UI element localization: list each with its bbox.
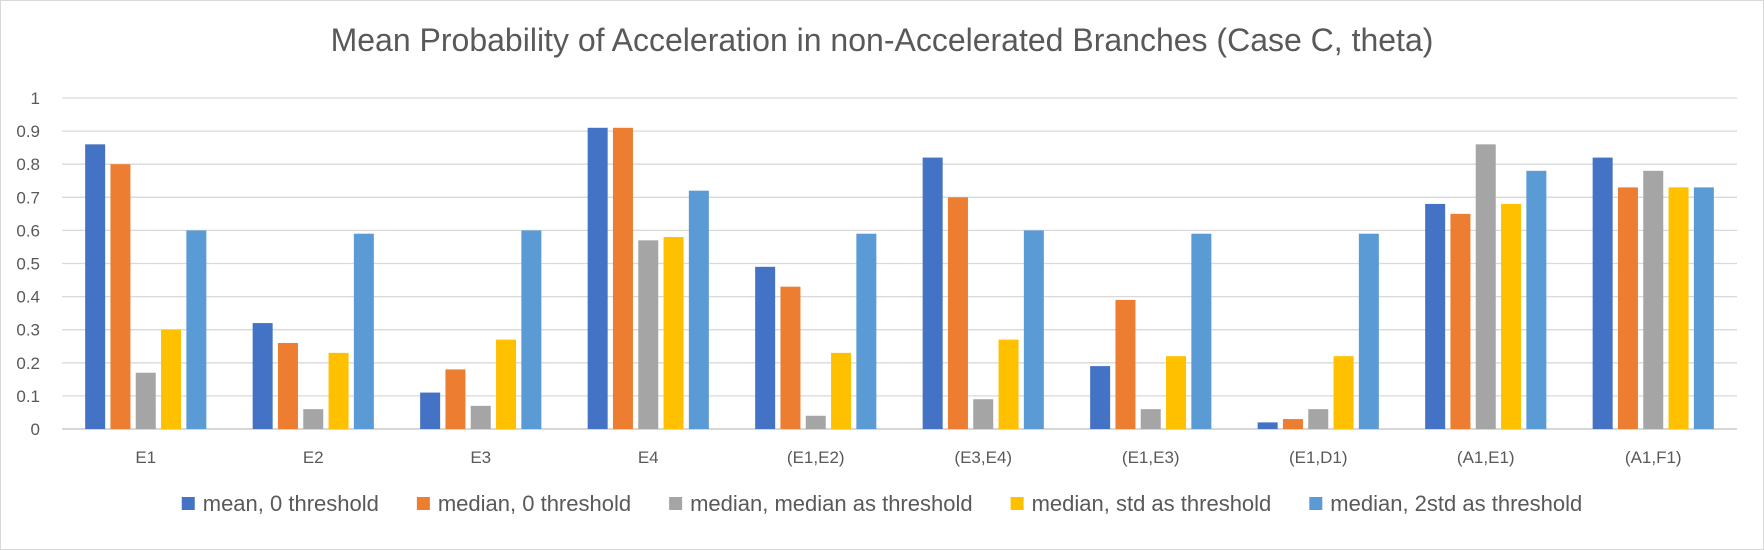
bar: [1191, 233, 1212, 429]
y-tick-label: 0.7: [16, 188, 40, 207]
bar: [328, 352, 349, 429]
x-category-label: (A1,E1): [1457, 448, 1515, 467]
bar: [587, 127, 608, 429]
bar: [85, 144, 106, 429]
bar: [1592, 157, 1613, 429]
bar: [445, 369, 466, 429]
bar: [1308, 409, 1329, 429]
legend-label: mean, 0 threshold: [203, 491, 379, 516]
bar: [755, 266, 776, 429]
x-category-label: (E1,D1): [1289, 448, 1348, 467]
bar: [353, 233, 374, 429]
bar: [805, 415, 826, 429]
y-tick-label: 0.9: [16, 122, 40, 141]
y-tick-label: 0: [31, 420, 40, 439]
bar: [1140, 409, 1161, 429]
bar: [420, 392, 441, 429]
bar: [1333, 356, 1354, 429]
bar: [1023, 230, 1044, 429]
bar: [1501, 203, 1522, 429]
bar: [277, 342, 298, 429]
bar: [1693, 187, 1714, 429]
bar: [1358, 233, 1379, 429]
x-category-label: E1: [135, 448, 156, 467]
y-tick-label: 0.5: [16, 255, 40, 274]
bar: [303, 409, 324, 429]
bar: [1617, 187, 1638, 429]
legend-swatch: [1010, 497, 1024, 510]
x-category-label: (E1,E3): [1122, 448, 1180, 467]
legend-swatch: [1309, 497, 1323, 510]
bar: [1257, 422, 1278, 429]
bar: [1643, 170, 1664, 429]
y-axis-ticks: 0 0.1 0.2 0.3 0.4 0.5 0.6 0.7 0.8 0.9 1: [16, 89, 40, 439]
legend-item: median, median as threshold: [669, 491, 973, 516]
legend-label: median, std as threshold: [1032, 491, 1272, 516]
legend-item: mean, 0 threshold: [181, 491, 379, 516]
bar: [252, 323, 273, 429]
bar: [1475, 144, 1496, 429]
bar: [998, 339, 1019, 429]
bar: [1450, 213, 1471, 429]
bar: [638, 240, 659, 429]
bar: [135, 372, 156, 429]
y-tick-label: 0.3: [16, 321, 40, 340]
bar: [612, 127, 633, 429]
chart-title: Mean Probability of Acceleration in non-…: [330, 22, 1434, 58]
bar: [663, 237, 684, 429]
x-category-label: (A1,F1): [1625, 448, 1682, 467]
y-tick-label: 0.6: [16, 221, 40, 240]
bars: [85, 127, 1714, 429]
y-tick-label: 0.2: [16, 354, 40, 373]
bar: [1668, 187, 1689, 429]
bar: [470, 405, 491, 429]
legend-swatch: [181, 497, 195, 510]
legend-label: median, 2std as threshold: [1330, 491, 1582, 516]
bar: [1115, 299, 1136, 429]
bar: [1166, 356, 1187, 429]
legend-swatch: [669, 497, 683, 510]
bar: [856, 233, 877, 429]
legend: mean, 0 threshold median, 0 threshold medi…: [181, 491, 1582, 516]
bar: [1425, 203, 1446, 429]
bar: [1282, 419, 1303, 429]
x-category-label: (E1,E2): [787, 448, 845, 467]
legend-swatch: [416, 497, 430, 510]
y-tick-label: 0.8: [16, 155, 40, 174]
bar: [922, 157, 943, 429]
bar: [1090, 366, 1111, 429]
legend-item: median, 0 threshold: [416, 491, 631, 516]
x-axis-categories: E1 E2 E3 E4 (E1,E2) (E3,E4) (E1,E3) (E1,D1) (A1,…: [135, 448, 1681, 467]
bar: [831, 352, 852, 429]
bar: [186, 230, 207, 429]
bar: [161, 329, 182, 429]
legend-label: median, 0 threshold: [438, 491, 631, 516]
bar: [521, 230, 542, 429]
bar: [496, 339, 517, 429]
x-category-label: E3: [470, 448, 491, 467]
x-category-label: E2: [303, 448, 324, 467]
legend-item: median, std as threshold: [1010, 491, 1272, 516]
bar: [780, 286, 801, 429]
bar: [947, 197, 968, 429]
y-tick-label: 0.4: [16, 288, 40, 307]
bar: [688, 190, 709, 429]
legend-item: median, 2std as threshold: [1309, 491, 1582, 516]
y-tick-label: 1: [31, 89, 40, 108]
bar: [973, 399, 994, 429]
bar: [110, 164, 131, 429]
x-category-label: E4: [638, 448, 659, 467]
legend-label: median, median as threshold: [690, 491, 973, 516]
x-category-label: (E3,E4): [954, 448, 1012, 467]
y-tick-label: 0.1: [16, 387, 40, 406]
bar: [1526, 170, 1547, 429]
